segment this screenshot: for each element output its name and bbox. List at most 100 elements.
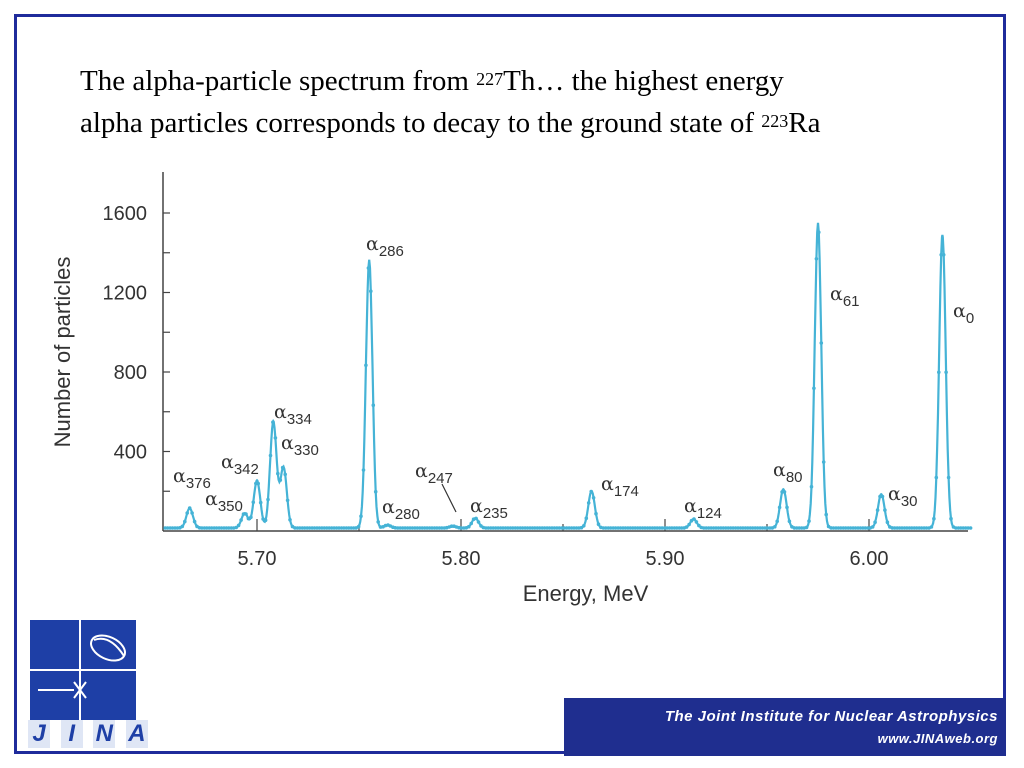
- data-point: [892, 526, 897, 530]
- data-point: [741, 526, 745, 530]
- data-point: [520, 526, 525, 530]
- data-point: [170, 526, 175, 530]
- data-point: [219, 526, 224, 530]
- data-point: [628, 526, 633, 530]
- data-point: [782, 490, 787, 494]
- data-point: [939, 253, 943, 257]
- y-tick-label: 400: [114, 442, 147, 464]
- data-point: [547, 526, 552, 530]
- data-point: [420, 526, 425, 530]
- data-point: [285, 498, 290, 503]
- title-sup-2: 223: [761, 111, 789, 131]
- data-point: [660, 526, 664, 530]
- data-point: [919, 526, 924, 530]
- data-point: [227, 526, 231, 530]
- data-point: [817, 230, 821, 235]
- data-point: [403, 526, 407, 530]
- data-point: [665, 526, 669, 530]
- data-point: [736, 526, 740, 530]
- data-point: [843, 526, 848, 530]
- data-point: [209, 526, 214, 530]
- data-point: [777, 505, 782, 510]
- y-tick-label: 1200: [103, 283, 148, 305]
- peak-label-alpha-350: α350: [205, 488, 243, 515]
- data-point: [797, 526, 801, 530]
- peak-label-subscript: 350: [218, 498, 243, 515]
- data-point: [863, 526, 868, 530]
- data-point: [183, 519, 187, 524]
- data-point: [623, 526, 628, 530]
- data-point: [582, 524, 586, 528]
- data-point: [643, 526, 647, 530]
- data-point: [440, 526, 444, 530]
- data-point: [692, 517, 696, 521]
- data-point: [276, 471, 280, 476]
- peak-label-subscript: 342: [234, 461, 259, 478]
- peak-label-subscript: 235: [483, 505, 508, 522]
- data-point: [180, 524, 185, 529]
- peak-label-alpha-61: α61: [830, 283, 860, 310]
- data-point: [572, 526, 576, 530]
- data-point: [675, 526, 679, 530]
- data-point: [342, 526, 346, 530]
- data-point: [878, 494, 882, 499]
- data-point: [961, 526, 965, 530]
- data-point: [946, 475, 951, 480]
- data-point: [910, 526, 914, 530]
- data-point: [298, 526, 302, 530]
- data-point: [273, 436, 278, 440]
- data-point: [234, 525, 238, 530]
- data-point: [655, 526, 659, 530]
- peak-label-subscript: 124: [697, 505, 722, 522]
- data-point: [349, 526, 354, 530]
- peak-label-subscript: 0: [966, 310, 974, 327]
- data-point: [288, 518, 292, 522]
- data-point: [824, 512, 828, 517]
- data-point: [721, 526, 726, 530]
- y-axis-label: Number of particles: [50, 257, 75, 448]
- data-point: [704, 526, 708, 530]
- data-point: [821, 460, 826, 464]
- data-point: [944, 370, 948, 375]
- data-point: [567, 526, 571, 530]
- data-point: [398, 526, 403, 530]
- peak-label-subscript: 247: [428, 470, 453, 487]
- data-point: [256, 481, 261, 486]
- peak-label-subscript: 80: [786, 469, 803, 486]
- data-point: [430, 526, 434, 530]
- peak-label-alpha-174: α174: [601, 473, 639, 500]
- data-point: [356, 524, 361, 529]
- data-point: [486, 526, 491, 530]
- peak-label-alpha-286: α286: [366, 233, 404, 260]
- x-tick-label: 5.70: [238, 548, 277, 570]
- data-point: [190, 511, 194, 515]
- data-point: [496, 526, 500, 530]
- y-tick-label: 1600: [103, 203, 148, 225]
- data-point: [684, 525, 689, 529]
- data-point: [506, 526, 510, 530]
- data-point: [263, 518, 268, 522]
- peak-label-subscript: 334: [287, 411, 312, 428]
- peak-label-subscript: 280: [395, 506, 420, 523]
- data-point: [525, 526, 530, 530]
- logo-letter-n: N: [93, 720, 116, 748]
- data-point: [670, 526, 674, 530]
- data-point: [511, 526, 515, 530]
- data-point: [373, 489, 378, 494]
- data-point: [726, 526, 730, 530]
- slide-title: The alpha-particle spectrum from 227Th… …: [80, 60, 980, 144]
- data-point: [557, 526, 562, 530]
- jina-letters: J I N A: [28, 720, 148, 748]
- data-point: [584, 516, 589, 520]
- data-point: [376, 520, 381, 524]
- data-point: [809, 484, 814, 489]
- x-axis-label: Energy, MeV: [523, 581, 649, 606]
- data-point: [251, 500, 256, 505]
- data-point: [337, 526, 341, 530]
- banner-url[interactable]: www.JINAweb.org: [877, 731, 998, 746]
- data-point: [858, 526, 863, 530]
- data-point: [476, 520, 481, 524]
- data-point: [501, 526, 505, 530]
- y-tick-label: 800: [114, 362, 147, 384]
